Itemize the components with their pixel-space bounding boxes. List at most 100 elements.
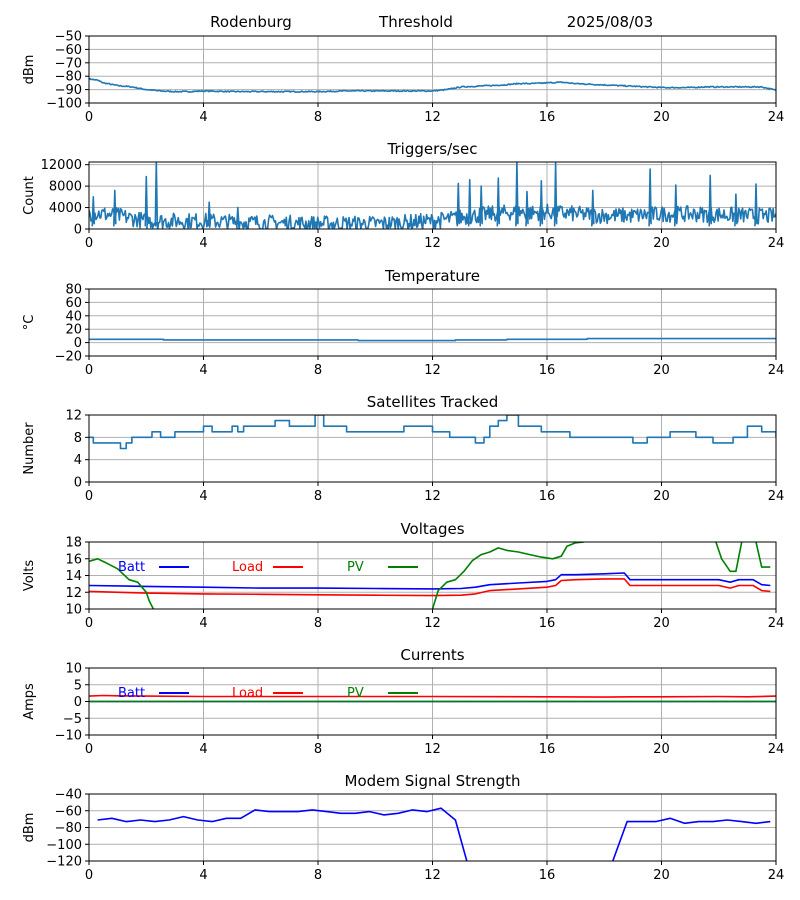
x-tick-label: 4 xyxy=(199,742,207,757)
x-tick-label: 16 xyxy=(539,236,556,251)
panel-title: Temperature xyxy=(384,267,480,285)
plot-area xyxy=(89,694,776,703)
plot-area xyxy=(89,162,776,229)
x-tick-label: 20 xyxy=(653,616,670,631)
x-tick-label: 8 xyxy=(314,236,322,251)
y-tick-label: −50 xyxy=(55,30,82,45)
y-tick-label: −5 xyxy=(63,712,82,727)
series-line-0 xyxy=(89,415,776,450)
panel-0: 0 4 8 12 16 20 24 −100−90−80−70−60−50 dBm xyxy=(22,30,784,126)
x-tick-label: 0 xyxy=(85,616,93,631)
panel-1: 0 4 8 12 16 20 24 0 4000 8000 12000 Triggers/sec Cou… xyxy=(22,140,784,251)
series-line-0 xyxy=(89,572,771,590)
legend-label: PV xyxy=(347,686,364,701)
x-tick-label: 12 xyxy=(424,236,441,251)
x-tick-label: 4 xyxy=(199,110,207,125)
y-tick-label: 4 xyxy=(74,453,82,468)
panel-title: Satellites Tracked xyxy=(367,393,498,411)
y-tick-label: 60 xyxy=(65,296,82,311)
series-line-2 xyxy=(89,694,776,698)
x-tick-label: 0 xyxy=(85,363,93,378)
x-tick-label: 12 xyxy=(424,110,441,125)
y-axis-label: Number xyxy=(22,422,37,475)
y-tick-label: −80 xyxy=(55,821,82,836)
y-tick-label: 12 xyxy=(65,586,82,601)
panel-title: Modem Signal Strength xyxy=(345,772,521,790)
x-tick-label: 24 xyxy=(768,110,785,125)
x-tick-label: 0 xyxy=(85,489,93,504)
x-tick-label: 20 xyxy=(653,868,670,883)
x-tick-label: 12 xyxy=(424,489,441,504)
x-tick-label: 8 xyxy=(314,742,322,757)
panel-6: 0 4 8 12 16 20 24 −120 −100 −80 −60−40 Modem Signal… xyxy=(22,772,784,883)
plot-area xyxy=(89,77,776,93)
y-tick-label: 10 xyxy=(65,603,82,618)
series-line-0 xyxy=(89,77,776,93)
y-tick-label: −40 xyxy=(55,788,82,803)
y-tick-label: 0 xyxy=(74,695,82,710)
y-tick-label: 10 xyxy=(65,662,82,677)
legend-label: PV xyxy=(347,560,364,575)
x-tick-label: 8 xyxy=(314,489,322,504)
series-line-4 xyxy=(715,542,743,573)
x-tick-label: 20 xyxy=(653,236,670,251)
y-tick-label: −70 xyxy=(55,56,82,71)
x-tick-label: 16 xyxy=(539,742,556,757)
y-tick-label: 0 xyxy=(74,476,82,491)
x-tick-label: 24 xyxy=(768,236,785,251)
x-tick-label: 0 xyxy=(85,110,93,125)
x-tick-label: 16 xyxy=(539,363,556,378)
y-tick-label: 8000 xyxy=(49,180,82,195)
y-tick-label: 0 xyxy=(74,336,82,351)
series-line-0 xyxy=(89,162,776,229)
x-tick-label: 12 xyxy=(424,616,441,631)
x-tick-label: 12 xyxy=(424,742,441,757)
x-tick-label: 16 xyxy=(539,868,556,883)
series-line-0 xyxy=(97,807,468,861)
x-tick-label: 8 xyxy=(314,363,322,378)
y-axis-label: dBm xyxy=(22,55,37,85)
y-tick-label: 12 xyxy=(65,409,82,424)
y-tick-label: −20 xyxy=(55,350,82,365)
y-axis-label: dBm xyxy=(22,813,37,843)
y-tick-label: 16 xyxy=(65,552,82,567)
y-tick-label: 8 xyxy=(74,431,82,446)
plot-area xyxy=(97,807,771,861)
x-tick-label: 0 xyxy=(85,868,93,883)
x-tick-label: 16 xyxy=(539,110,556,125)
x-tick-label: 4 xyxy=(199,868,207,883)
y-tick-label: 12000 xyxy=(41,158,82,173)
y-tick-label: 18 xyxy=(65,536,82,551)
x-tick-label: 24 xyxy=(768,616,785,631)
legend-label: Load xyxy=(232,686,263,701)
x-tick-label: 4 xyxy=(199,236,207,251)
x-tick-label: 12 xyxy=(424,868,441,883)
y-tick-label: −90 xyxy=(55,83,82,98)
plot-area xyxy=(89,542,771,609)
x-tick-label: 24 xyxy=(768,363,785,378)
legend-label: Batt xyxy=(118,560,145,575)
header-site: Rodenburg xyxy=(210,13,292,31)
x-tick-label: 8 xyxy=(314,616,322,631)
panel-title: Voltages xyxy=(400,520,464,538)
x-tick-label: 4 xyxy=(199,363,207,378)
plot-area xyxy=(89,415,776,450)
x-tick-label: 20 xyxy=(653,742,670,757)
x-tick-label: 24 xyxy=(768,742,785,757)
y-tick-label: 5 xyxy=(74,678,82,693)
x-tick-label: 20 xyxy=(653,489,670,504)
x-tick-label: 8 xyxy=(314,868,322,883)
series-line-1 xyxy=(612,817,771,861)
x-tick-label: 24 xyxy=(768,489,785,504)
legend-label: Load xyxy=(232,560,263,575)
x-tick-label: 12 xyxy=(424,363,441,378)
y-tick-label: −60 xyxy=(55,804,82,819)
series-line-5 xyxy=(755,542,771,568)
y-tick-label: 14 xyxy=(65,569,82,584)
panel-title: Triggers/sec xyxy=(387,140,478,158)
y-tick-label: −100 xyxy=(46,838,82,853)
y-tick-label: −100 xyxy=(46,97,82,112)
y-axis-label: Count xyxy=(22,176,37,215)
